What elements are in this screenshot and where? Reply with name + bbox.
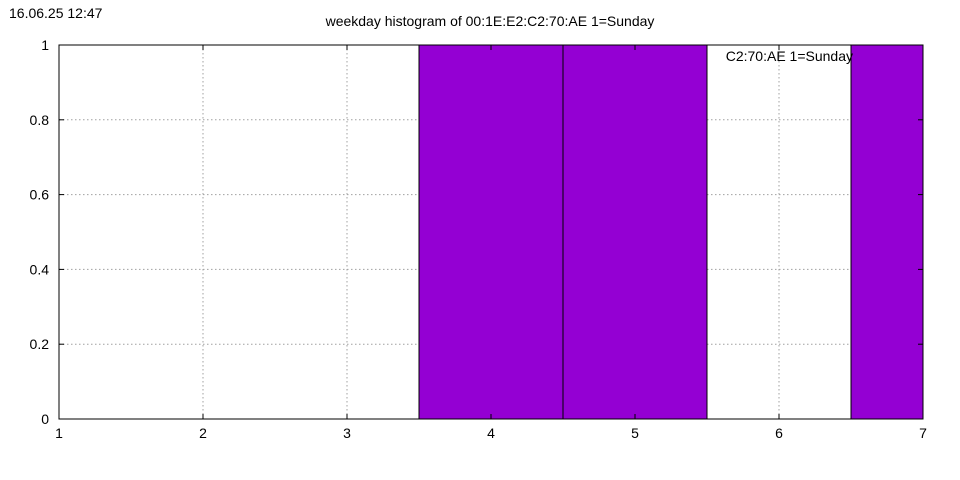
y-tick-label: 0.4: [30, 261, 50, 277]
histogram-bar: [562, 44, 708, 420]
y-tick-label: 0.8: [30, 112, 50, 128]
x-tick-label: 7: [919, 425, 927, 441]
x-axis-tick-labels: 1 2 3 4 5 6 7: [55, 425, 927, 441]
y-tick-label: 0: [41, 411, 49, 427]
histogram-bar: [418, 44, 564, 420]
histogram-bar: [850, 44, 924, 420]
chart-title: weekday histogram of 00:1E:E2:C2:70:AE 1…: [325, 13, 655, 29]
legend-label: C2:70:AE 1=Sunday: [726, 48, 853, 64]
bars: [418, 44, 924, 420]
x-tick-label: 6: [775, 425, 783, 441]
x-tick-label: 5: [631, 425, 639, 441]
y-tick-label: 1: [41, 37, 49, 53]
timestamp-label: 16.06.25 12:47: [9, 5, 103, 21]
plot-border: [58, 44, 924, 420]
x-tick-label: 4: [487, 425, 495, 441]
x-tick-label: 3: [343, 425, 351, 441]
x-tick-label: 2: [199, 425, 207, 441]
y-axis-tick-labels: 0 0.2 0.4 0.6 0.8 1: [30, 37, 50, 427]
y-tick-label: 0.6: [30, 187, 50, 203]
y-tick-label: 0.2: [30, 336, 50, 352]
x-tick-label: 1: [55, 425, 63, 441]
